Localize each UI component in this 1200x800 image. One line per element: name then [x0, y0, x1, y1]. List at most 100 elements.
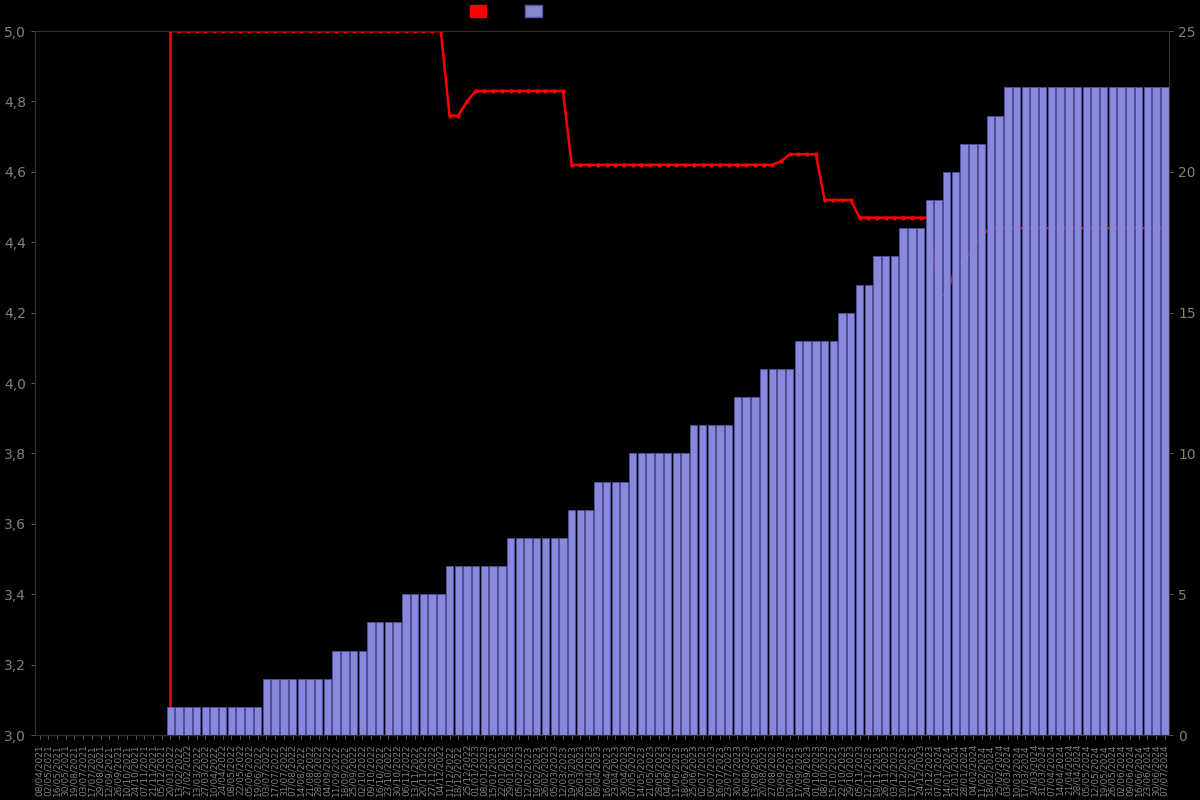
Bar [839, 313, 846, 735]
Bar [306, 678, 313, 735]
Bar [708, 426, 715, 735]
Bar [978, 144, 985, 735]
Bar [271, 678, 278, 735]
Bar [874, 256, 881, 735]
Bar [437, 594, 444, 735]
Bar [324, 678, 331, 735]
Bar [472, 566, 480, 735]
Bar [778, 369, 785, 735]
Bar [594, 482, 601, 735]
Bar [577, 510, 584, 735]
Bar [856, 285, 863, 735]
Bar [917, 228, 924, 735]
Bar [1082, 87, 1090, 735]
Bar [1117, 87, 1124, 735]
Bar [1004, 87, 1012, 735]
Bar [1091, 87, 1099, 735]
Bar [559, 538, 566, 735]
Bar [245, 707, 253, 735]
Bar [410, 594, 419, 735]
Bar [332, 650, 340, 735]
Bar [184, 707, 192, 735]
Bar [1066, 87, 1073, 735]
Bar [446, 566, 454, 735]
Bar [341, 650, 348, 735]
Bar [533, 538, 540, 735]
Bar [986, 115, 994, 735]
Bar [673, 454, 680, 735]
Bar [314, 678, 323, 735]
Bar [786, 369, 793, 735]
Bar [612, 482, 619, 735]
Bar [359, 650, 366, 735]
Bar [890, 256, 898, 735]
Bar [743, 397, 750, 735]
Bar [541, 538, 550, 735]
Bar [568, 510, 575, 735]
Bar [821, 341, 828, 735]
Bar [952, 172, 959, 735]
Bar [490, 566, 497, 735]
Bar [1152, 87, 1160, 735]
Bar [1100, 87, 1108, 735]
Bar [220, 707, 227, 735]
Bar [812, 341, 820, 735]
Bar [289, 678, 296, 735]
Bar [551, 538, 558, 735]
Bar [864, 285, 872, 735]
Bar [506, 538, 515, 735]
Bar [882, 256, 889, 735]
Bar [428, 594, 436, 735]
Bar [210, 707, 217, 735]
Bar [1021, 87, 1028, 735]
Bar [655, 454, 662, 735]
Bar [847, 313, 854, 735]
Bar [1144, 87, 1151, 735]
Bar [280, 678, 288, 735]
Bar [263, 678, 270, 735]
Bar [1048, 87, 1055, 735]
Bar [900, 228, 907, 735]
Bar [498, 566, 505, 735]
Bar [602, 482, 611, 735]
Bar [629, 454, 636, 735]
Bar [637, 454, 646, 735]
Bar [908, 228, 916, 735]
Bar [236, 707, 244, 735]
Bar [376, 622, 384, 735]
Bar [1013, 87, 1020, 735]
Bar [394, 622, 401, 735]
Bar [254, 707, 262, 735]
Bar [925, 200, 934, 735]
Bar [647, 454, 654, 735]
Bar [995, 115, 1003, 735]
Bar [524, 538, 532, 735]
Bar [725, 426, 732, 735]
Bar [768, 369, 776, 735]
Legend: , : , [464, 0, 559, 25]
Bar [943, 172, 950, 735]
Bar [1056, 87, 1064, 735]
Bar [385, 622, 392, 735]
Bar [516, 538, 523, 735]
Bar [1074, 87, 1081, 735]
Bar [760, 369, 767, 735]
Bar [586, 510, 593, 735]
Bar [1162, 87, 1169, 735]
Bar [1039, 87, 1046, 735]
Bar [1031, 87, 1038, 735]
Bar [960, 144, 968, 735]
Bar [751, 397, 758, 735]
Bar [620, 482, 628, 735]
Bar [1109, 87, 1116, 735]
Bar [794, 341, 802, 735]
Bar [350, 650, 358, 735]
Bar [455, 566, 462, 735]
Bar [481, 566, 488, 735]
Bar [1135, 87, 1142, 735]
Bar [935, 200, 942, 735]
Bar [298, 678, 305, 735]
Bar [970, 144, 977, 735]
Bar [733, 397, 742, 735]
Bar [716, 426, 724, 735]
